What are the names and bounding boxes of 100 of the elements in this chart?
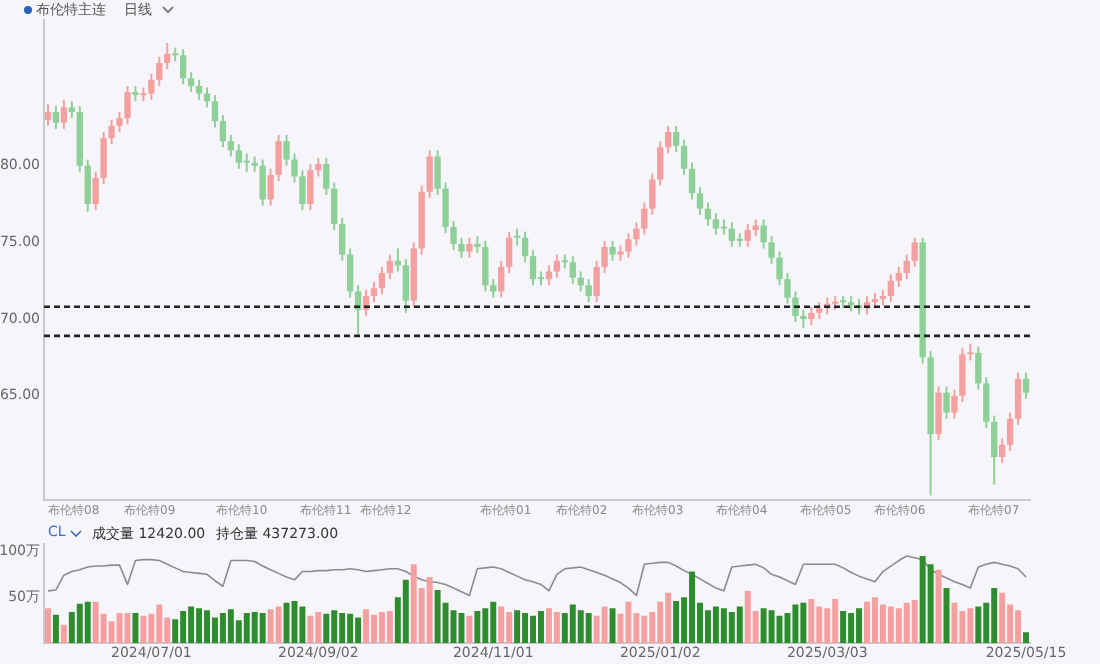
bar xyxy=(148,613,155,644)
candlestick xyxy=(187,71,195,94)
candlestick xyxy=(609,239,616,262)
bar xyxy=(975,606,982,644)
candlestick xyxy=(569,255,576,285)
candlestick xyxy=(164,42,171,71)
candlestick xyxy=(665,124,672,155)
bar xyxy=(108,621,115,644)
candlestick xyxy=(696,186,704,216)
candlestick xyxy=(227,134,235,158)
bar xyxy=(800,602,807,644)
candlestick xyxy=(402,258,409,314)
candlestick xyxy=(688,161,696,201)
candlestick xyxy=(259,158,266,207)
candlestick xyxy=(529,249,537,287)
candlestick xyxy=(991,414,998,486)
bar xyxy=(514,610,521,644)
bar xyxy=(267,609,274,644)
candlestick xyxy=(339,216,346,262)
bar xyxy=(482,608,489,644)
candlestick xyxy=(84,158,91,213)
bar xyxy=(60,624,67,644)
bar xyxy=(856,608,863,644)
bar xyxy=(339,612,346,644)
candlestick xyxy=(903,253,910,281)
candlestick xyxy=(760,218,767,250)
bar xyxy=(291,600,298,644)
candlestick xyxy=(235,143,242,170)
candlestick xyxy=(712,212,720,236)
bar xyxy=(490,601,497,644)
bar xyxy=(522,612,529,644)
candlestick xyxy=(60,98,68,130)
candlestick xyxy=(1022,371,1030,400)
candlestick xyxy=(243,152,250,173)
bar xyxy=(172,619,179,644)
bar xyxy=(44,608,51,644)
candlestick xyxy=(680,138,688,176)
bar xyxy=(315,611,322,644)
bar xyxy=(728,611,735,644)
bar xyxy=(577,610,584,644)
bar xyxy=(76,603,83,644)
bar xyxy=(871,597,878,644)
candlestick xyxy=(211,94,219,129)
bar xyxy=(553,611,560,644)
bar xyxy=(641,615,648,644)
candlestick xyxy=(323,157,330,196)
bar xyxy=(410,564,417,644)
bar xyxy=(736,606,743,644)
bar xyxy=(840,611,847,644)
bar xyxy=(625,601,632,644)
bar xyxy=(1015,610,1022,644)
bar xyxy=(331,610,338,644)
bar xyxy=(895,608,902,644)
bar xyxy=(919,555,926,644)
bar xyxy=(665,592,672,644)
bar xyxy=(903,602,910,644)
bar xyxy=(689,571,696,644)
bar xyxy=(466,615,473,644)
bar xyxy=(140,615,147,644)
candlestick xyxy=(808,305,815,327)
bar xyxy=(92,601,99,644)
candlestick xyxy=(466,236,473,259)
bar xyxy=(704,610,711,644)
candlestick xyxy=(505,230,513,275)
bar xyxy=(927,564,934,644)
candlestick xyxy=(386,253,394,281)
bar xyxy=(744,590,751,644)
bar xyxy=(259,612,266,644)
bar xyxy=(816,606,823,644)
bar xyxy=(585,612,592,644)
candlestick xyxy=(490,278,497,299)
bar xyxy=(371,614,377,644)
candlestick xyxy=(887,273,895,304)
candlestick xyxy=(728,221,735,248)
bar xyxy=(188,606,195,644)
bar xyxy=(864,601,870,644)
bar xyxy=(959,611,966,644)
bar xyxy=(530,615,537,644)
candlestick xyxy=(331,181,338,232)
candlestick xyxy=(585,278,592,304)
candlestick xyxy=(657,140,664,187)
candlestick xyxy=(553,253,561,279)
bar xyxy=(991,588,998,644)
bar xyxy=(275,606,282,644)
candlestick xyxy=(672,124,680,153)
candlestick xyxy=(521,230,529,264)
bar xyxy=(601,606,608,644)
bar xyxy=(498,606,505,644)
candlestick xyxy=(482,239,489,293)
bar xyxy=(808,599,815,644)
bar xyxy=(458,612,465,644)
candlestick xyxy=(156,55,163,87)
bar xyxy=(84,601,91,644)
bar xyxy=(760,608,767,644)
bar xyxy=(609,608,616,644)
bar xyxy=(116,612,123,644)
candlestick xyxy=(307,163,314,212)
bar xyxy=(935,569,942,644)
bar xyxy=(211,617,218,644)
candlestick xyxy=(998,437,1006,465)
